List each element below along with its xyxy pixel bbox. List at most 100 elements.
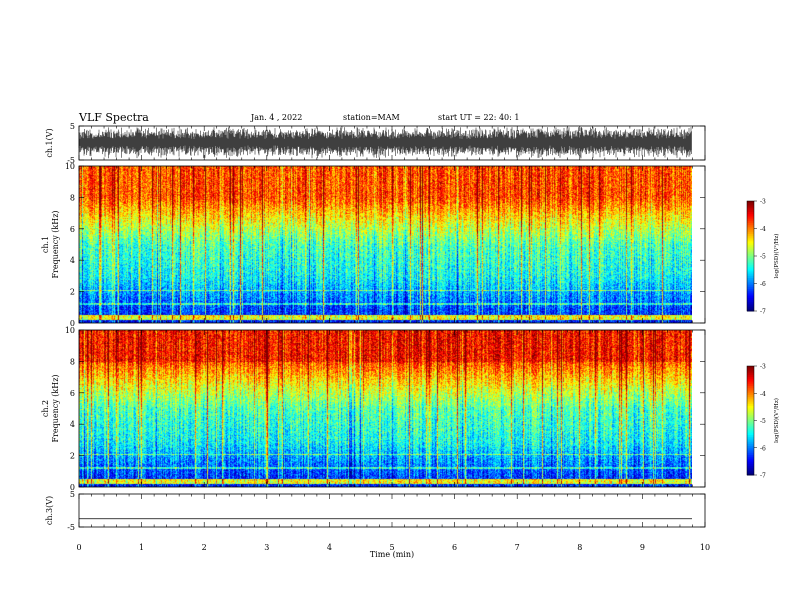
ch1-spectrogram-image bbox=[79, 166, 692, 323]
colorbar-swatch bbox=[747, 391, 754, 394]
colorbar-swatch bbox=[747, 395, 754, 398]
colorbar-swatch bbox=[747, 289, 754, 292]
colorbar-swatch bbox=[747, 467, 754, 471]
colorbar-swatch bbox=[747, 373, 754, 376]
colorbar-swatch bbox=[747, 250, 754, 253]
colorbar-tick-label: -6 bbox=[760, 445, 766, 452]
colorbar-swatch bbox=[747, 256, 754, 259]
colorbar-swatch bbox=[747, 433, 754, 436]
colorbar-swatch bbox=[747, 382, 754, 385]
x-axis-label: Time (min) bbox=[370, 550, 414, 559]
colorbar-swatch bbox=[747, 248, 754, 251]
colorbar-tick-label: -7 bbox=[760, 473, 766, 480]
colorbar-swatch bbox=[747, 230, 754, 233]
colorbar-swatch bbox=[747, 263, 754, 266]
colorbar-tick-label: -6 bbox=[760, 281, 766, 288]
colorbar-swatch bbox=[747, 456, 754, 460]
colorbar-swatch bbox=[747, 438, 754, 441]
x-tick-label: 1 bbox=[139, 543, 144, 552]
ch2-spectrogram-image bbox=[79, 330, 692, 487]
colorbar-swatch bbox=[747, 411, 754, 414]
x-tick-label: 7 bbox=[515, 543, 520, 552]
colorbar-swatch bbox=[747, 219, 754, 222]
colorbar-swatch bbox=[747, 259, 754, 262]
ch1-frequency-axis-label-channel: ch.1 bbox=[41, 236, 50, 253]
colorbar-swatch bbox=[747, 228, 754, 231]
colorbar-swatch bbox=[747, 409, 754, 412]
colorbar-swatch bbox=[747, 265, 754, 268]
y-tick-label: 6 bbox=[70, 225, 75, 234]
colorbar-tick-label: -4 bbox=[760, 391, 766, 398]
colorbar-swatch bbox=[747, 415, 754, 418]
colorbar-tick-label: -5 bbox=[760, 418, 766, 425]
x-tick-label: 4 bbox=[327, 543, 332, 552]
colorbar-swatch bbox=[747, 281, 754, 284]
colorbar-swatch bbox=[747, 213, 754, 217]
ch2-frequency-axis-label-channel: ch.2 bbox=[41, 400, 50, 417]
colorbar-swatch bbox=[747, 212, 754, 215]
colorbar-swatch bbox=[747, 398, 754, 402]
colorbar-swatch bbox=[747, 245, 754, 248]
colorbar-swatch bbox=[747, 202, 754, 206]
x-tick-label: 2 bbox=[202, 543, 207, 552]
y-tick-label: 8 bbox=[70, 193, 75, 202]
colorbar-swatch bbox=[747, 206, 754, 209]
colorbar-swatch bbox=[747, 407, 754, 411]
colorbar-swatch bbox=[747, 471, 754, 474]
colorbar-swatch bbox=[747, 278, 754, 281]
colorbar-swatch bbox=[747, 303, 754, 306]
colorbar-swatch bbox=[747, 396, 754, 400]
ch3-voltage-axis-label: ch.3(V) bbox=[45, 496, 54, 525]
colorbar-swatch bbox=[747, 309, 754, 312]
colorbar-swatch bbox=[747, 307, 754, 310]
x-tick-label: 10 bbox=[700, 543, 710, 552]
colorbar-swatch bbox=[747, 404, 754, 407]
y-tick-label: 10 bbox=[65, 326, 75, 335]
colorbar-swatch bbox=[747, 254, 754, 257]
colorbar-tick-label: -7 bbox=[760, 309, 766, 316]
colorbar-swatch bbox=[747, 460, 754, 463]
colorbar-swatch bbox=[747, 385, 754, 389]
colorbar-swatch bbox=[747, 449, 754, 452]
x-tick-label: 0 bbox=[76, 543, 81, 552]
x-tick-label: 5 bbox=[389, 543, 394, 552]
colorbar-swatch bbox=[747, 431, 754, 434]
colorbar-swatch bbox=[747, 204, 754, 207]
colorbar-swatch bbox=[747, 257, 754, 261]
colorbar-swatch bbox=[747, 270, 754, 273]
ch1-frequency-axis-label: Frequency (kHz) bbox=[51, 210, 60, 278]
x-tick-label: 6 bbox=[452, 543, 457, 552]
colorbar-swatch bbox=[747, 243, 754, 246]
colorbar-swatch bbox=[747, 305, 754, 308]
colorbar-swatch bbox=[747, 435, 754, 438]
colorbar-swatch bbox=[747, 226, 754, 229]
colorbar-swatch bbox=[747, 440, 754, 443]
colorbar-swatch bbox=[747, 464, 754, 467]
y-tick-label: 4 bbox=[70, 420, 75, 429]
colorbar-swatch bbox=[747, 208, 754, 211]
colorbar-swatch bbox=[747, 400, 754, 403]
colorbar-swatch bbox=[747, 422, 754, 425]
colorbar-swatch bbox=[747, 283, 754, 286]
colorbar-label: log(PSD)(V²/Hz) bbox=[773, 234, 780, 279]
y-tick-label: -5 bbox=[67, 156, 75, 165]
y-tick-label: 5 bbox=[70, 490, 75, 499]
colorbar-swatch bbox=[747, 413, 754, 416]
colorbar-swatch bbox=[747, 378, 754, 382]
colorbar-swatch bbox=[747, 367, 754, 371]
y-tick-label: 8 bbox=[70, 357, 75, 366]
colorbar-tick-label: -3 bbox=[760, 199, 766, 206]
colorbar-swatch bbox=[747, 292, 754, 295]
colorbar-swatch bbox=[747, 272, 754, 275]
colorbar-swatch bbox=[747, 402, 754, 405]
colorbar-swatch bbox=[747, 232, 754, 235]
colorbar-swatch bbox=[747, 375, 754, 378]
colorbar-swatch bbox=[747, 290, 754, 294]
colorbar-swatch bbox=[747, 455, 754, 458]
colorbar-swatch bbox=[747, 274, 754, 277]
colorbar-swatch bbox=[747, 279, 754, 283]
colorbar-swatch bbox=[747, 387, 754, 391]
x-tick-label: 3 bbox=[264, 543, 269, 552]
y-tick-label: 10 bbox=[65, 162, 75, 171]
y-tick-label: 6 bbox=[70, 389, 75, 398]
